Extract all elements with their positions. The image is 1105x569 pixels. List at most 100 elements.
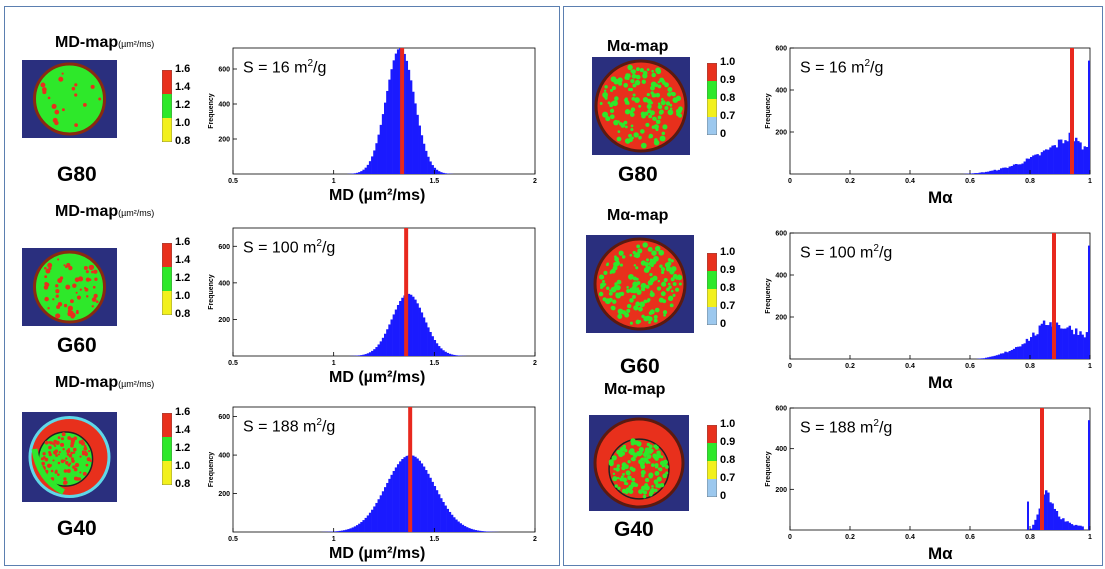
x-tick-label: 0.2 xyxy=(845,178,855,185)
histogram-bar xyxy=(1038,325,1042,359)
x-tick-label: 0.2 xyxy=(845,534,855,541)
map-speckle xyxy=(664,106,669,110)
parameter-map-image xyxy=(22,412,117,502)
map-speckle xyxy=(635,301,641,307)
colorbar xyxy=(162,413,172,485)
map-speckle xyxy=(66,453,70,456)
histogram-bar xyxy=(476,530,480,532)
map-speckle xyxy=(615,467,620,472)
map-speckle xyxy=(631,439,636,444)
map-speckle xyxy=(599,102,603,105)
map-speckle xyxy=(646,92,650,97)
colorbar-segment xyxy=(162,243,172,256)
map-speckle xyxy=(603,89,607,92)
map-speckle xyxy=(648,114,653,119)
map-speckle xyxy=(654,488,658,492)
md-map-unit: (µm²/ms) xyxy=(118,39,155,49)
x-tick-label: 1 xyxy=(332,536,336,543)
x-tick-label: 2 xyxy=(533,536,537,543)
map-speckle xyxy=(651,250,657,256)
map-speckle xyxy=(661,97,664,101)
map-speckle xyxy=(667,92,672,97)
x-tick-label: 0.8 xyxy=(1025,363,1035,370)
map-speckle xyxy=(623,446,626,450)
histogram-bar xyxy=(338,530,342,532)
x-tick-label: 0.6 xyxy=(965,534,975,541)
map-speckle xyxy=(40,82,46,88)
map-speckle xyxy=(641,287,646,292)
x-tick-label: 1 xyxy=(1088,534,1092,541)
map-speckle xyxy=(631,96,636,101)
map-speckle xyxy=(667,282,671,286)
map-speckle xyxy=(50,469,54,473)
map-speckle xyxy=(645,258,650,262)
map-speckle xyxy=(67,436,72,440)
map-speckle xyxy=(655,484,659,488)
map-speckle xyxy=(49,464,53,467)
histogram-bar xyxy=(379,341,383,356)
histogram-bar xyxy=(997,354,1001,359)
colorbar-tick-label: 0 xyxy=(720,128,727,140)
histogram-bar xyxy=(1010,350,1014,359)
map-speckle xyxy=(665,471,669,475)
map-speckle xyxy=(60,459,65,464)
histogram-bar xyxy=(982,358,986,359)
histogram-bar xyxy=(989,356,992,359)
map-speckle xyxy=(604,85,608,89)
map-speckle xyxy=(44,457,49,462)
map-speckle xyxy=(91,297,97,302)
colorbar-segment xyxy=(707,117,717,135)
histogram-bar xyxy=(386,329,389,356)
histogram-bar xyxy=(1068,132,1072,174)
map-speckle xyxy=(73,467,78,472)
map-speckle xyxy=(71,459,75,463)
map-speckle xyxy=(63,459,66,462)
histogram-bar xyxy=(440,348,443,356)
histogram-bar xyxy=(392,60,396,175)
histogram-bar xyxy=(360,355,363,356)
map-speckle xyxy=(81,450,85,454)
colorbar-tick-label: 1.6 xyxy=(175,236,191,248)
map-speckle xyxy=(678,282,682,286)
map-speckle xyxy=(669,103,673,107)
map-speckle xyxy=(650,91,654,95)
map-speckle xyxy=(626,303,632,309)
map-speckle xyxy=(635,440,639,445)
map-speckle xyxy=(62,480,68,485)
sample-label: G40 xyxy=(614,518,654,541)
map-speckle xyxy=(669,303,674,308)
histogram-bar xyxy=(1085,146,1089,174)
histogram-bar xyxy=(416,114,419,174)
y-tick-label: 400 xyxy=(218,280,230,287)
map-speckle xyxy=(52,298,55,301)
histogram-bar xyxy=(1032,524,1035,530)
map-speckle xyxy=(52,459,55,462)
map-speckle xyxy=(675,287,680,292)
colorbar-segment xyxy=(162,267,172,280)
map-speckle xyxy=(670,259,674,263)
histogram-bar xyxy=(1053,145,1057,174)
histogram-bar xyxy=(481,531,484,532)
x-tick-label: 2 xyxy=(533,360,537,367)
map-speckle xyxy=(41,87,47,92)
parameter-map-image xyxy=(22,60,117,138)
map-speckle xyxy=(660,291,666,297)
histogram-bar xyxy=(409,80,413,174)
map-speckle xyxy=(626,308,631,313)
histogram-bar xyxy=(1072,525,1076,530)
map-speckle xyxy=(648,311,653,316)
histogram-bar xyxy=(1038,155,1042,174)
histogram-bar xyxy=(355,172,359,174)
histogram-bar xyxy=(399,301,402,356)
histogram-bar xyxy=(1032,332,1035,359)
histogram-bar xyxy=(418,460,421,532)
map-speckle xyxy=(637,443,642,447)
histogram-bar xyxy=(1030,337,1033,359)
histogram-bar xyxy=(375,143,378,174)
map-speckle xyxy=(84,287,89,292)
map-speckle xyxy=(613,119,619,126)
map-speckle xyxy=(90,84,95,89)
histogram-bar xyxy=(461,524,465,532)
map-speckle xyxy=(637,248,643,254)
colorbar-tick-label: 1.4 xyxy=(175,81,191,93)
